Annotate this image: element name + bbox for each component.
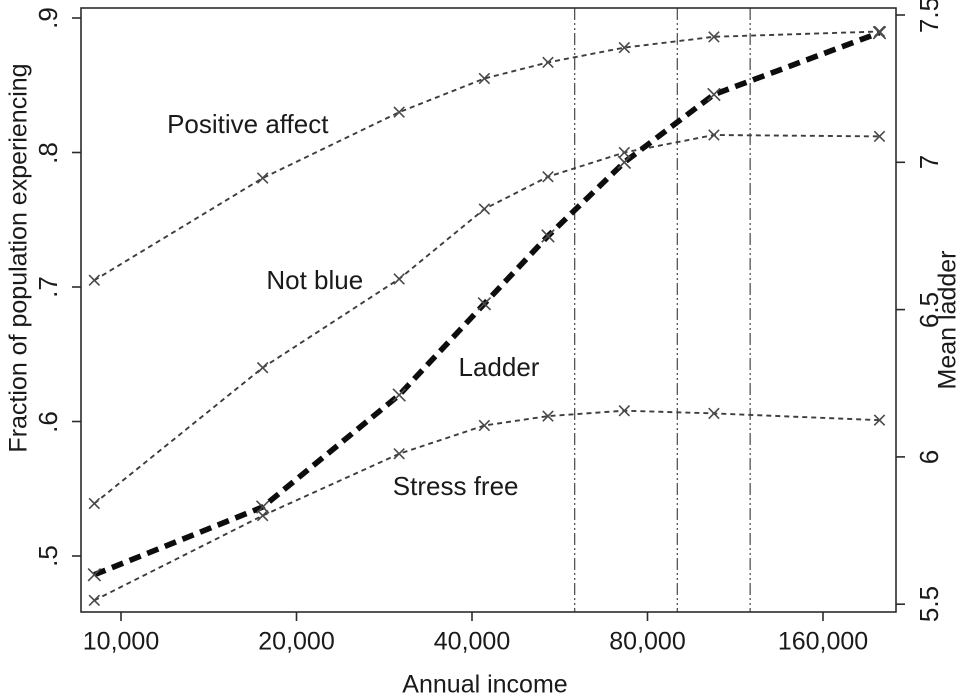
data-marker-x <box>255 500 270 514</box>
data-marker-x <box>393 106 405 118</box>
y-left-tick-label: .8 <box>33 141 63 164</box>
data-marker-x <box>617 155 632 170</box>
data-marker-x <box>542 56 554 69</box>
data-marker-x <box>542 410 554 422</box>
data-marker-x <box>478 203 491 215</box>
series-label-not-blue: Not blue <box>266 265 364 296</box>
series-line-positive-affect <box>93 30 880 282</box>
data-marker-x <box>541 229 555 243</box>
data-marker-x <box>873 414 886 426</box>
data-marker-x <box>256 509 269 522</box>
data-marker-x <box>87 567 102 582</box>
y-left-tick-label: .9 <box>33 7 63 29</box>
data-marker-x <box>88 274 101 287</box>
data-marker-x <box>256 361 269 374</box>
data-marker-x <box>873 130 886 143</box>
data-marker-x <box>478 419 491 432</box>
y-right-tick-label: 6.5 <box>914 291 944 328</box>
data-marker-x <box>618 404 631 417</box>
y-right-tick-label: 6 <box>914 449 944 465</box>
data-marker-x <box>872 25 887 40</box>
plot-frame <box>80 7 897 613</box>
y-right-tick-label: 7 <box>914 155 944 170</box>
data-marker-x <box>708 31 720 43</box>
y-left-axis-title: Fraction of population experiencing <box>4 63 33 453</box>
y-right-tick-label: 7.5 <box>914 0 944 34</box>
x-tick-label: 20,000 <box>258 627 335 656</box>
data-marker-x <box>478 72 491 85</box>
data-marker-x <box>618 41 631 54</box>
series-line-stress-free <box>93 409 880 602</box>
data-marker-x <box>618 146 631 159</box>
data-marker-x <box>477 296 492 311</box>
series-label-positive-affect: Positive affect <box>167 109 329 140</box>
data-marker-x <box>392 388 406 402</box>
series-line-ladder <box>93 30 881 578</box>
series-label-stress-free: Stress free <box>392 471 519 502</box>
x-tick-label: 40,000 <box>433 627 511 656</box>
series-line-not-blue <box>93 134 880 505</box>
y-left-tick-label: .5 <box>33 545 63 567</box>
data-marker-x <box>707 87 721 102</box>
data-marker-x <box>708 407 720 420</box>
data-marker-x <box>542 170 554 183</box>
y-right-tick-label: 5.5 <box>914 586 944 623</box>
x-tick-label: 80,000 <box>609 627 686 656</box>
data-marker-x <box>256 172 269 184</box>
data-marker-x <box>88 497 101 510</box>
x-tick-label: 10,000 <box>82 627 160 656</box>
series-label-ladder: Ladder <box>458 352 540 383</box>
data-marker-x <box>708 129 720 141</box>
data-marker-x <box>88 594 101 607</box>
x-tick-label: 160,000 <box>777 627 869 656</box>
y-left-tick-label: .6 <box>33 410 63 433</box>
x-axis-title: Annual income <box>402 670 568 697</box>
data-marker-x <box>873 25 886 38</box>
data-marker-x <box>393 273 405 285</box>
y-left-tick-label: .7 <box>33 276 63 298</box>
data-marker-x <box>393 448 405 460</box>
